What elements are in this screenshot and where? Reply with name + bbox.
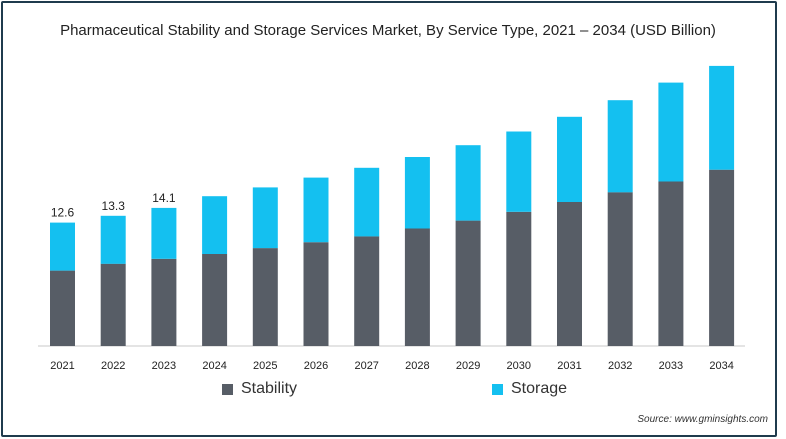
bar-stability-2023 <box>151 258 177 346</box>
bar-storage-2021 <box>50 222 75 271</box>
legend-storage: Storage <box>492 380 567 398</box>
bar-storage-2023 <box>151 207 177 259</box>
data-label: 13.3 <box>102 199 126 213</box>
bar-stability-2033 <box>658 181 684 346</box>
bar-storage-2033 <box>658 82 684 182</box>
source-note: Source: www.gminsights.com <box>637 414 768 425</box>
chart-title: Pharmaceutical Stability and Storage Ser… <box>60 22 716 39</box>
legend-stability-swatch <box>222 383 233 395</box>
data-label: 12.6 <box>51 206 75 220</box>
x-tick-label: 2024 <box>202 360 226 372</box>
bar-storage-2027 <box>354 167 380 237</box>
bar-stability-2029 <box>455 220 481 346</box>
bar-stability-2025 <box>252 248 278 346</box>
bar-storage-2032 <box>607 100 633 193</box>
x-tick-label: 2021 <box>50 360 74 372</box>
x-tick-label: 2032 <box>608 360 632 372</box>
bar-stability-2024 <box>202 253 228 346</box>
bar-stability-2032 <box>607 192 633 346</box>
legend-storage-label: Storage <box>511 380 568 397</box>
x-tick-label: 2022 <box>101 360 125 372</box>
x-tick-label: 2026 <box>304 360 328 372</box>
bar-stability-2026 <box>303 242 329 346</box>
bar-stability-2034 <box>709 169 735 346</box>
bar-storage-2028 <box>404 157 430 229</box>
bar-stability-2022 <box>100 263 126 346</box>
bar-storage-2031 <box>557 116 582 202</box>
legend-storage-swatch <box>492 383 503 395</box>
x-tick-label: 2028 <box>405 360 429 372</box>
bar-stability-2021 <box>50 270 75 346</box>
x-tick-label: 2034 <box>709 360 733 372</box>
bar-stability-2030 <box>506 211 532 346</box>
data-label: 14.1 <box>152 191 176 205</box>
bar-stability-2027 <box>354 236 380 346</box>
x-tick-label: 2027 <box>354 360 378 372</box>
legend-stability: Stability <box>222 380 297 398</box>
legend-stability-label: Stability <box>241 380 298 397</box>
bar-stability-2031 <box>557 202 582 346</box>
bar-stability-2028 <box>404 228 430 346</box>
x-tick-label: 2023 <box>152 360 176 372</box>
x-tick-label: 2030 <box>507 360 531 372</box>
bar-storage-2022 <box>100 215 126 264</box>
x-tick-label: 2031 <box>557 360 581 372</box>
bar-storage-2024 <box>202 196 228 254</box>
bar-storage-2026 <box>303 177 329 243</box>
bar-storage-2025 <box>252 187 278 249</box>
bar-storage-2034 <box>709 65 735 170</box>
x-tick-label: 2033 <box>659 360 683 372</box>
x-tick-label: 2025 <box>253 360 277 372</box>
bar-storage-2030 <box>506 131 532 212</box>
x-tick-label: 2029 <box>456 360 480 372</box>
bar-storage-2029 <box>455 145 481 221</box>
